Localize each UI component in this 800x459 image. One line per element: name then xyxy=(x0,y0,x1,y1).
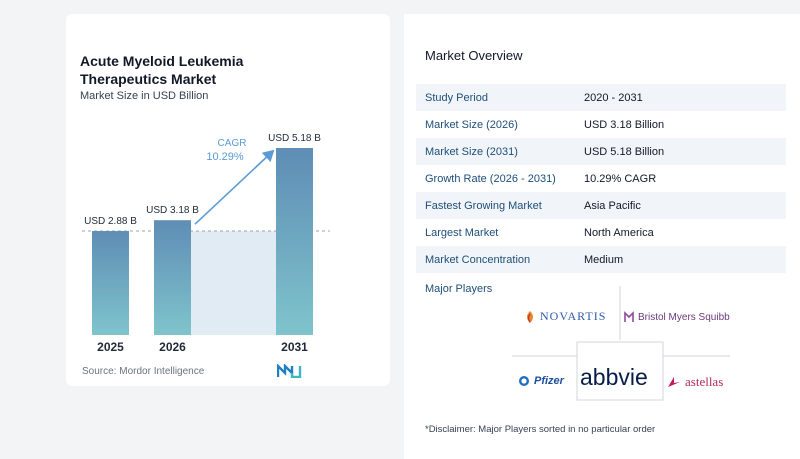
row-label: Fastest Growing Market xyxy=(425,199,542,212)
bar-chart: USD 2.88 B 2025 USD 3.18 B 2026 USD 5.18 B 20… xyxy=(82,133,330,354)
row-value: North America xyxy=(584,226,654,239)
x-tick-2025: 2025 xyxy=(97,340,124,354)
row-label: Growth Rate (2026 - 2031) xyxy=(425,172,556,185)
pfizer-logo-text: Pfizer xyxy=(534,375,564,387)
source-note: Source: Mordor Intelligence xyxy=(82,366,205,377)
novartis-logo-text: NOVARTIS xyxy=(540,309,607,323)
cagr-label: CAGR xyxy=(218,138,247,149)
pfizer-logo: Pfizer xyxy=(518,375,564,387)
overview-row-growth-rate: Growth Rate (2026 - 2031) 10.29% CAGR xyxy=(416,165,786,192)
major-players-title: Major Players xyxy=(425,283,493,295)
novartis-flame-icon xyxy=(527,310,533,323)
row-label: Market Size (2031) xyxy=(425,145,518,158)
bms-mark-icon xyxy=(624,311,634,322)
disclaimer: *Disclaimer: Major Players sorted in no … xyxy=(425,424,656,435)
row-value: USD 3.18 Billion xyxy=(584,118,665,131)
cagr-arrow xyxy=(194,149,275,225)
overview-row-fastest-growing: Fastest Growing Market Asia Pacific xyxy=(416,192,786,219)
overview-row-concentration: Market Concentration Medium xyxy=(416,246,786,273)
mordor-intelligence-logo-icon xyxy=(277,364,302,378)
row-label: Market Concentration xyxy=(425,253,531,266)
astellas-star-icon xyxy=(668,377,680,387)
pfizer-oval-icon xyxy=(519,376,529,386)
overview-row-market-size-2031: Market Size (2031) USD 5.18 Billion xyxy=(416,138,786,165)
overview-row-largest-market: Largest Market North America xyxy=(416,219,786,246)
row-value: 10.29% CAGR xyxy=(584,172,657,185)
bar-2025 xyxy=(92,231,129,335)
chart-subtitle: Market Size in USD Billion xyxy=(80,90,209,102)
row-value: USD 5.18 Billion xyxy=(584,145,665,158)
overview-row-study-period: Study Period 2020 - 2031 xyxy=(416,84,786,111)
overview-title: Market Overview xyxy=(425,48,523,63)
row-value: Asia Pacific xyxy=(584,199,641,212)
x-tick-2031: 2031 xyxy=(281,340,308,354)
row-label: Largest Market xyxy=(425,226,499,239)
novartis-logo: NOVARTIS xyxy=(524,309,606,324)
bar-2031 xyxy=(276,148,313,335)
row-label: Market Size (2026) xyxy=(425,118,518,131)
cagr-value: 10.29% xyxy=(206,151,244,163)
data-label-2031: USD 5.18 B xyxy=(268,133,321,144)
bar-2026 xyxy=(154,220,191,335)
abbvie-logo-text: abbvie xyxy=(580,364,648,390)
data-label-2026: USD 3.18 B xyxy=(146,205,199,216)
x-tick-2026: 2026 xyxy=(159,340,186,354)
bristol-myers-squibb-logo: Bristol Myers Squibb xyxy=(624,311,730,323)
row-label: Study Period xyxy=(425,91,488,104)
overview-row-market-size-2026: Market Size (2026) USD 3.18 Billion xyxy=(416,111,786,138)
astellas-logo-text: astellas xyxy=(685,374,724,389)
shaded-band xyxy=(191,231,276,335)
chart-title: Acute Myeloid Leukemia Therapeutics Mark… xyxy=(80,53,244,87)
astellas-logo: astellas xyxy=(667,374,723,390)
row-value: 2020 - 2031 xyxy=(584,91,643,104)
data-label-2025: USD 2.88 B xyxy=(84,216,137,227)
bms-logo-text: Bristol Myers Squibb xyxy=(638,311,730,323)
row-value: Medium xyxy=(584,253,624,266)
abbvie-logo: abbvie xyxy=(580,364,648,391)
